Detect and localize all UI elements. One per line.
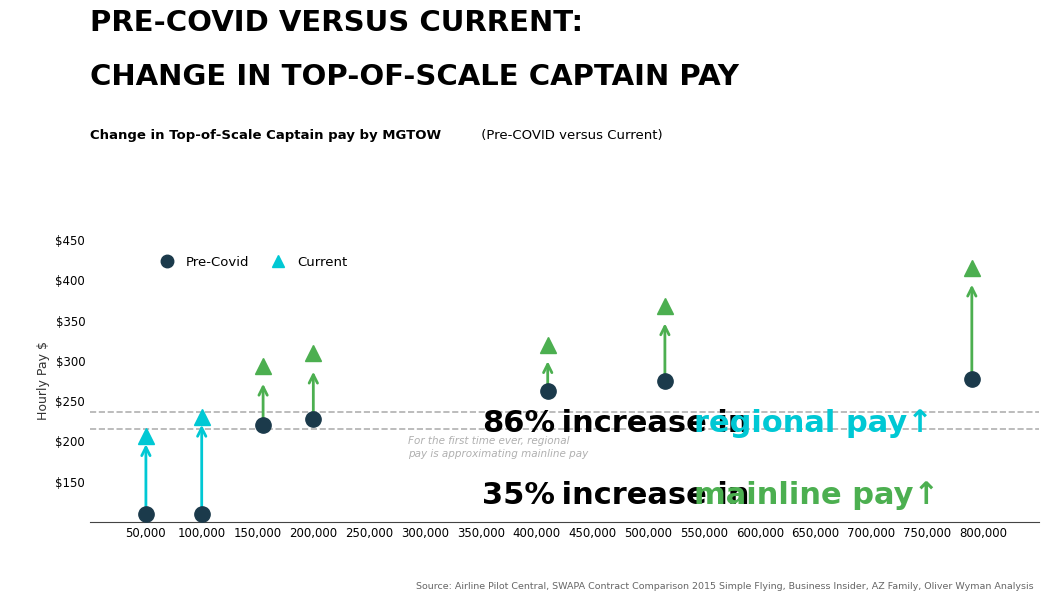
Y-axis label: Hourly Pay $: Hourly Pay $ [37,341,50,421]
Text: For the first time ever, regional
pay is approximating mainline pay: For the first time ever, regional pay is… [408,436,588,459]
Text: increase in: increase in [551,481,760,509]
Text: 86%: 86% [482,409,555,437]
Text: mainline pay↑: mainline pay↑ [694,481,939,509]
Legend: Pre-Covid, Current: Pre-Covid, Current [148,251,352,274]
Text: increase in: increase in [551,409,760,437]
Text: Change in Top-of-Scale Captain pay by MGTOW: Change in Top-of-Scale Captain pay by MG… [90,129,441,142]
Text: Source: Airline Pilot Central, SWAPA Contract Comparison 2015 Simple Flying, Bus: Source: Airline Pilot Central, SWAPA Con… [416,582,1034,591]
Text: regional pay↑: regional pay↑ [694,409,933,437]
Text: (Pre-COVID versus Current): (Pre-COVID versus Current) [477,129,662,142]
Text: CHANGE IN TOP-OF-SCALE CAPTAIN PAY: CHANGE IN TOP-OF-SCALE CAPTAIN PAY [90,63,739,91]
Text: 35%: 35% [482,481,555,509]
Text: PRE-COVID VERSUS CURRENT:: PRE-COVID VERSUS CURRENT: [90,9,583,37]
